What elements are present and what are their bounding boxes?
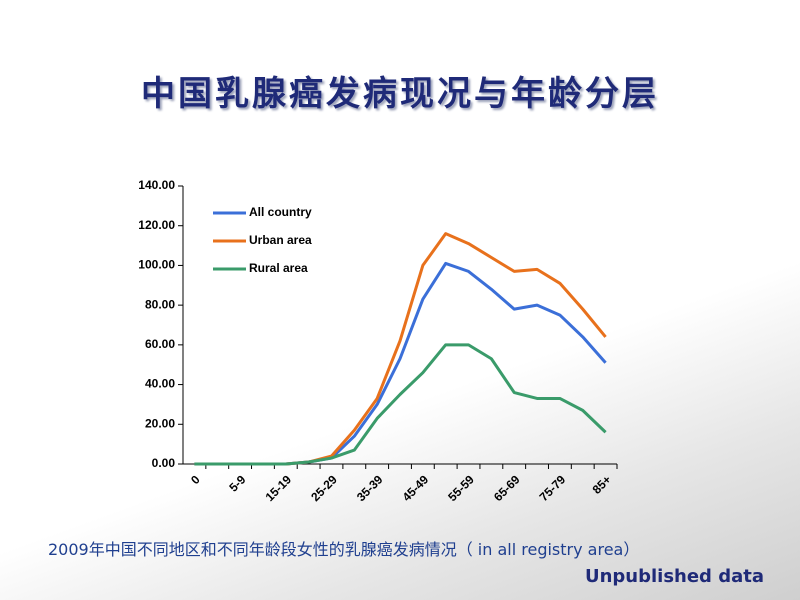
x-tick-label: 75-79	[537, 472, 569, 504]
legend-label: Rural area	[249, 261, 308, 275]
y-tick-label: 20.00	[145, 416, 175, 430]
x-tick-label: 85+	[590, 472, 614, 496]
x-tick-label: 5-9	[226, 472, 248, 494]
x-tick-label: 65-69	[491, 472, 523, 504]
y-tick-label: 100.00	[138, 258, 175, 272]
x-tick-label: 25-29	[308, 472, 340, 504]
y-tick-label: 140.00	[138, 178, 175, 192]
caption: 2009年中国不同地区和不同年龄段女性的乳腺癌发病情况（ in all regi…	[48, 540, 640, 559]
y-tick-label: 60.00	[145, 337, 175, 351]
x-tick-label: 35-39	[354, 472, 386, 504]
series-line	[194, 261, 607, 466]
legend-label: All country	[249, 205, 312, 219]
y-tick-label: 80.00	[145, 297, 175, 311]
x-tick-label: 55-59	[445, 472, 477, 504]
y-tick-label: 0.00	[152, 456, 176, 470]
slide-title: 中国乳腺癌发病现况与年龄分层	[141, 74, 659, 114]
x-tick-label: 45-49	[400, 472, 432, 504]
series-line	[194, 343, 607, 466]
x-tick-label: 0	[188, 472, 203, 487]
y-tick-label: 120.00	[138, 218, 175, 232]
y-tick-label: 40.00	[145, 377, 175, 391]
legend-label: Urban area	[249, 233, 312, 247]
x-tick-label: 15-19	[263, 472, 295, 504]
note: Unpublished data	[584, 566, 764, 587]
